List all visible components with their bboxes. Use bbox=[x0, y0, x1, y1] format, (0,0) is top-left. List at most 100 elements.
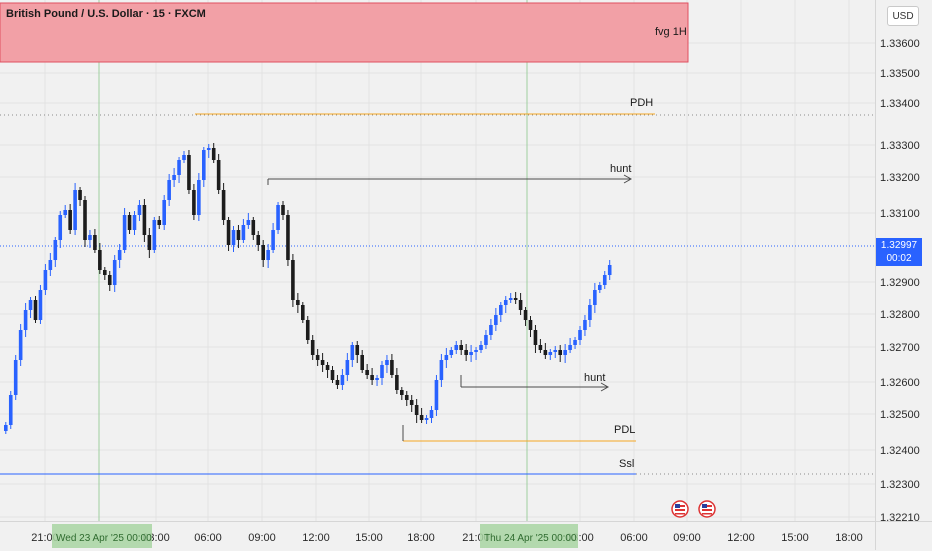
candle[interactable] bbox=[429, 410, 434, 418]
chart-canvas[interactable]: fvg 1H British Pound / U.S. Dollar · 15 … bbox=[0, 0, 875, 521]
candle[interactable] bbox=[38, 290, 43, 320]
candle[interactable] bbox=[375, 378, 379, 380]
candle[interactable] bbox=[454, 345, 459, 350]
candle[interactable] bbox=[132, 215, 137, 230]
candle[interactable] bbox=[296, 300, 300, 305]
candle[interactable] bbox=[246, 220, 251, 225]
candle[interactable] bbox=[335, 380, 340, 385]
candle[interactable] bbox=[563, 350, 567, 355]
candle[interactable] bbox=[206, 148, 211, 150]
candle[interactable] bbox=[281, 205, 285, 215]
candle[interactable] bbox=[503, 300, 508, 305]
candle[interactable] bbox=[221, 190, 226, 220]
candle[interactable] bbox=[553, 350, 558, 352]
candle[interactable] bbox=[261, 245, 265, 260]
candle[interactable] bbox=[23, 310, 28, 330]
candle[interactable] bbox=[518, 300, 523, 310]
candle[interactable] bbox=[127, 215, 132, 230]
candle[interactable] bbox=[68, 210, 72, 230]
candle[interactable] bbox=[236, 230, 241, 240]
candle[interactable] bbox=[256, 235, 261, 245]
candle[interactable] bbox=[58, 215, 63, 240]
candle[interactable] bbox=[499, 305, 503, 315]
candle[interactable] bbox=[508, 298, 513, 300]
candle[interactable] bbox=[310, 340, 315, 355]
candle[interactable] bbox=[152, 220, 157, 250]
candle[interactable] bbox=[523, 310, 528, 320]
fvg-zone[interactable] bbox=[0, 2, 689, 63]
candle[interactable] bbox=[88, 235, 92, 240]
candle[interactable] bbox=[276, 205, 280, 230]
candle[interactable] bbox=[18, 330, 23, 360]
candle[interactable] bbox=[63, 210, 67, 215]
candle[interactable] bbox=[380, 365, 384, 378]
candle[interactable] bbox=[325, 365, 330, 370]
candle[interactable] bbox=[167, 180, 171, 200]
candle[interactable] bbox=[568, 345, 572, 350]
candle[interactable] bbox=[98, 250, 102, 270]
candle[interactable] bbox=[117, 250, 122, 260]
candle[interactable] bbox=[266, 250, 270, 260]
candle[interactable] bbox=[172, 175, 176, 180]
candle[interactable] bbox=[305, 320, 310, 340]
candle[interactable] bbox=[419, 415, 424, 420]
candle[interactable] bbox=[528, 320, 533, 330]
currency-button[interactable]: USD bbox=[887, 6, 919, 26]
candle[interactable] bbox=[538, 345, 543, 350]
candle[interactable] bbox=[192, 190, 196, 215]
candle[interactable] bbox=[602, 275, 607, 285]
candle[interactable] bbox=[187, 155, 191, 190]
candle[interactable] bbox=[350, 345, 355, 360]
candle[interactable] bbox=[83, 200, 87, 240]
candle[interactable] bbox=[365, 370, 369, 375]
candle[interactable] bbox=[202, 150, 206, 180]
candle[interactable] bbox=[598, 285, 602, 290]
candle[interactable] bbox=[588, 305, 592, 320]
candles[interactable] bbox=[4, 143, 612, 434]
candle[interactable] bbox=[13, 360, 18, 395]
time-axis[interactable]: 21:00 03:00 06:00 09:00 12:00 15:00 18:00 21:00… bbox=[0, 521, 875, 550]
candle[interactable] bbox=[474, 350, 478, 352]
candle[interactable] bbox=[93, 235, 97, 250]
candle[interactable] bbox=[390, 360, 394, 375]
candle[interactable] bbox=[558, 350, 562, 355]
candle[interactable] bbox=[4, 425, 8, 431]
candle[interactable] bbox=[593, 290, 597, 305]
candle[interactable] bbox=[182, 155, 186, 160]
candle[interactable] bbox=[444, 355, 449, 360]
candle[interactable] bbox=[578, 330, 582, 340]
candle[interactable] bbox=[409, 400, 414, 405]
candle[interactable] bbox=[147, 235, 152, 250]
candle[interactable] bbox=[53, 240, 58, 260]
candle[interactable] bbox=[479, 345, 483, 350]
candle[interactable] bbox=[286, 215, 290, 260]
candle[interactable] bbox=[291, 260, 295, 300]
candle[interactable] bbox=[459, 345, 463, 350]
chart-area[interactable]: fvg 1H British Pound / U.S. Dollar · 15 … bbox=[0, 0, 875, 521]
candle[interactable] bbox=[400, 390, 404, 395]
candle[interactable] bbox=[216, 160, 221, 190]
candle[interactable] bbox=[33, 300, 38, 320]
candle[interactable] bbox=[231, 230, 236, 245]
candle[interactable] bbox=[573, 340, 577, 345]
candle[interactable] bbox=[607, 265, 612, 275]
candle[interactable] bbox=[434, 380, 439, 410]
candle[interactable] bbox=[8, 395, 13, 425]
candle[interactable] bbox=[112, 260, 117, 285]
candle[interactable] bbox=[320, 360, 325, 365]
candle[interactable] bbox=[345, 360, 350, 375]
candle[interactable] bbox=[404, 395, 409, 400]
candle[interactable] bbox=[43, 270, 48, 290]
us-flag-icon[interactable] bbox=[671, 500, 689, 518]
candle[interactable] bbox=[251, 220, 256, 235]
candle[interactable] bbox=[271, 230, 275, 250]
candle[interactable] bbox=[315, 355, 320, 360]
candle[interactable] bbox=[197, 180, 201, 215]
candle[interactable] bbox=[370, 375, 374, 380]
candle[interactable] bbox=[330, 370, 335, 380]
candle[interactable] bbox=[142, 205, 147, 235]
candle[interactable] bbox=[533, 330, 538, 345]
candle[interactable] bbox=[439, 360, 444, 380]
candle[interactable] bbox=[157, 220, 162, 225]
us-flag-icon[interactable] bbox=[698, 500, 716, 518]
